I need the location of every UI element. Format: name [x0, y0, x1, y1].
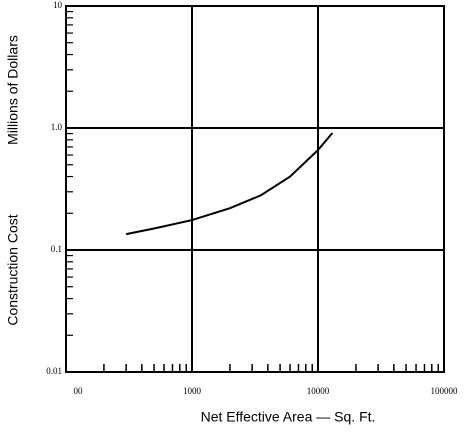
y-tick-label: 0.1 — [51, 244, 62, 254]
line-series — [125, 132, 334, 236]
plot-frame — [65, 5, 445, 373]
y-axis-title: Construction Cost — [5, 214, 21, 325]
x-tick-label: 10000 — [307, 386, 330, 396]
y-tick-label: 10 — [53, 0, 63, 10]
y-tick-label: 1.0 — [51, 122, 63, 132]
x-tick-label: 1000 — [183, 386, 202, 396]
x-tick-label: 00 — [74, 386, 84, 396]
x-axis-title: Net Effective Area — Sq. Ft. — [201, 409, 376, 425]
x-tick-label: 100000 — [431, 386, 459, 396]
y-tick-label: 0.01 — [46, 366, 62, 376]
y-axis-title: Millions of Dollars — [5, 35, 21, 145]
